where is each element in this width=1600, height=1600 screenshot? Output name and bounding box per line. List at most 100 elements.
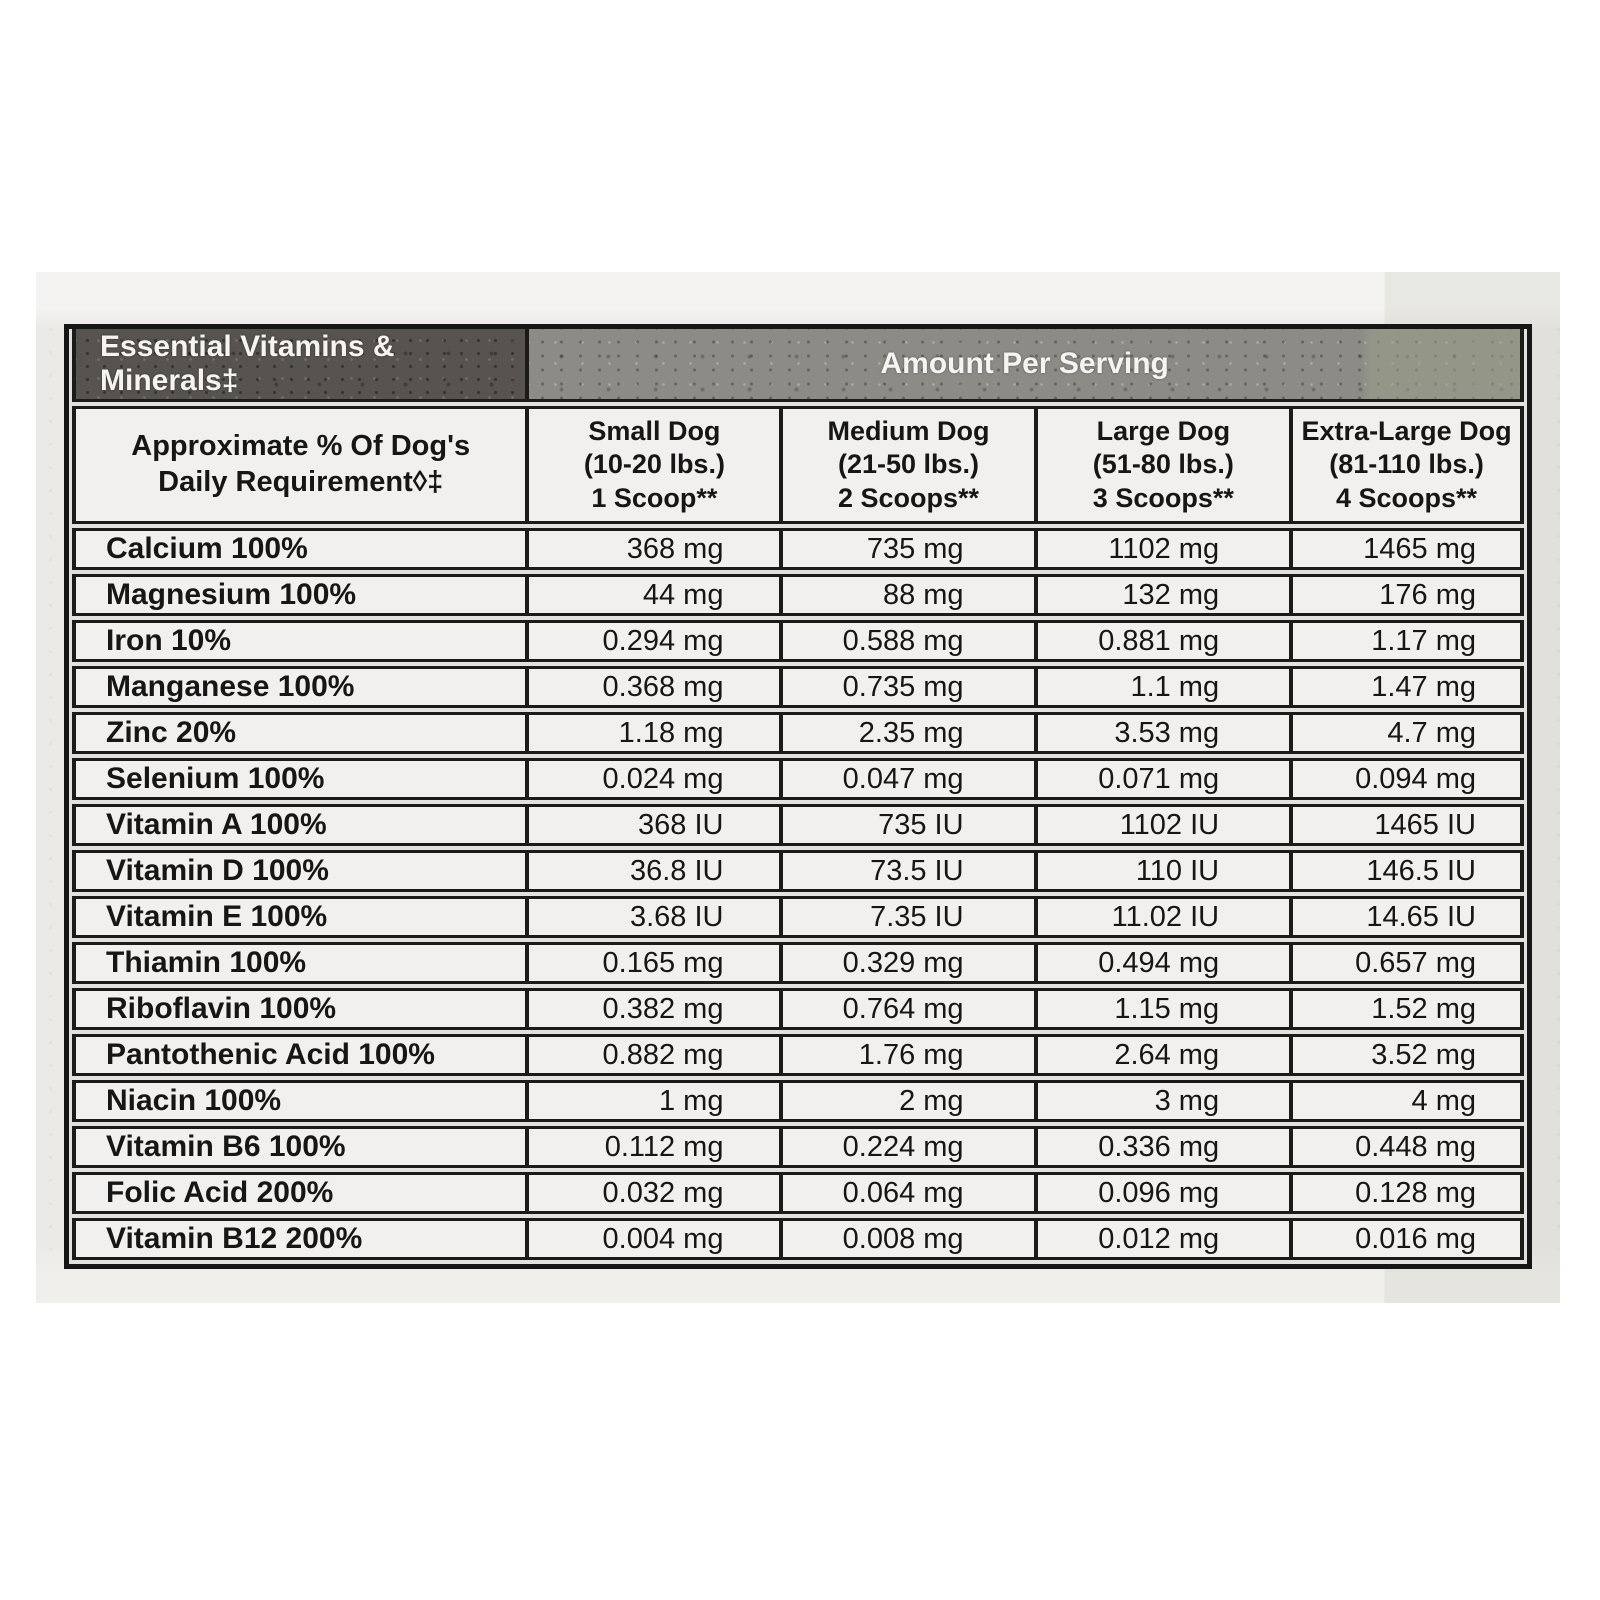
amount-value-cell: 0.016 mg — [1293, 1218, 1524, 1260]
column-header-line: (81-110 lbs.) — [1329, 449, 1484, 480]
nutrient-row: Iron 10% 0.294 mg 0.588 mg 0.881 mg 1.17 mg — [72, 620, 1524, 662]
column-header-line: 4 Scoops** — [1336, 482, 1478, 513]
nutrient-row: Vitamin A 100% 368 IU 735 IU 1102 IU 1465 IU — [72, 804, 1524, 846]
amount-value-cell: 0.448 mg — [1293, 1126, 1524, 1168]
nutrient-row: Calcium 100% 368 mg 735 mg 1102 mg 1465 mg — [72, 528, 1524, 570]
amount-value-cell: 2.35 mg — [783, 712, 1038, 754]
amount-value-cell: 0.735 mg — [783, 666, 1038, 708]
amount-value-cell: 0.024 mg — [529, 758, 784, 800]
amount-value-cell: 110 IU — [1037, 850, 1294, 892]
amount-per-serving-header: Amount Per Serving — [529, 329, 1524, 402]
nutrient-row: Manganese 100% 0.368 mg 0.735 mg 1.1 mg 1.47… — [72, 666, 1524, 708]
nutrient-row: Magnesium 100% 44 mg 88 mg 132 mg 176 mg — [72, 574, 1524, 616]
amount-value-cell: 0.112 mg — [529, 1126, 784, 1168]
nutrient-row: Pantothenic Acid 100% 0.882 mg 1.76 mg 2.64… — [72, 1034, 1524, 1076]
amount-value-cell: 3.52 mg — [1293, 1034, 1524, 1076]
column-header-line: Large Dog — [1096, 415, 1231, 446]
nutrient-label-cell: Vitamin B6 100% — [72, 1126, 530, 1168]
vitamins-minerals-table: Essential Vitamins & Minerals‡ Amount Pe… — [72, 325, 1524, 1264]
nutrient-row: Thiamin 100% 0.165 mg 0.329 mg 0.494 mg 0.65… — [72, 942, 1524, 984]
amount-value-cell: 0.032 mg — [529, 1172, 784, 1214]
nutrient-row: Riboflavin 100% 0.382 mg 0.764 mg 1.15 mg 1.… — [72, 988, 1524, 1030]
nutrient-label-cell: Vitamin A 100% — [72, 804, 530, 846]
column-header-line: 2 Scoops** — [837, 482, 980, 513]
amount-value-cell: 132 mg — [1037, 574, 1294, 616]
amount-value-cell: 0.012 mg — [1037, 1218, 1294, 1260]
nutrient-label-cell: Zinc 20% — [72, 712, 530, 754]
amount-value-cell: 1.18 mg — [529, 712, 784, 754]
amount-value-cell: 0.336 mg — [1037, 1126, 1294, 1168]
amount-value-cell: 0.064 mg — [783, 1172, 1038, 1214]
amount-value-cell: 0.329 mg — [783, 942, 1038, 984]
amount-value-cell: 3.68 IU — [529, 896, 784, 938]
nutrient-row: Vitamin D 100% 36.8 IU 73.5 IU 110 IU 146.5 … — [72, 850, 1524, 892]
column-header-line: 3 Scoops** — [1092, 482, 1234, 513]
nutrient-label-cell: Vitamin E 100% — [72, 896, 530, 938]
nutrient-label-cell: Selenium 100% — [72, 758, 530, 800]
nutrient-label-cell: Pantothenic Acid 100% — [72, 1034, 530, 1076]
nutrient-row: Vitamin B6 100% 0.112 mg 0.224 mg 0.336 mg 0… — [72, 1126, 1524, 1168]
amount-value-cell: 176 mg — [1293, 574, 1524, 616]
nutrient-row: Zinc 20% 1.18 mg 2.35 mg 3.53 mg 4.7 mg — [72, 712, 1524, 754]
amount-value-cell: 0.657 mg — [1293, 942, 1524, 984]
column-header-line: (10-20 lbs.) — [583, 449, 725, 480]
amount-value-cell: 0.224 mg — [783, 1126, 1038, 1168]
amount-value-cell: 4 mg — [1293, 1080, 1524, 1122]
nutrient-label-cell: Calcium 100% — [72, 528, 530, 570]
amount-value-cell: 1.76 mg — [783, 1034, 1038, 1076]
amount-value-cell: 1.52 mg — [1293, 988, 1524, 1030]
nutrient-row: Niacin 100% 1 mg 2 mg 3 mg 4 mg — [72, 1080, 1524, 1122]
amount-value-cell: 2 mg — [783, 1080, 1038, 1122]
amount-value-cell: 1.47 mg — [1293, 666, 1524, 708]
amount-value-cell: 2.64 mg — [1037, 1034, 1294, 1076]
amount-value-cell: 0.382 mg — [529, 988, 784, 1030]
amount-value-cell: 0.094 mg — [1293, 758, 1524, 800]
column-header-line: Approximate % Of Dog's — [131, 430, 471, 463]
amount-value-cell: 0.128 mg — [1293, 1172, 1524, 1214]
amount-value-cell: 44 mg — [529, 574, 784, 616]
nutrient-label-cell: Niacin 100% — [72, 1080, 530, 1122]
amount-value-cell: 368 mg — [529, 528, 784, 570]
column-header-line: (21-50 lbs.) — [837, 449, 980, 480]
nutrient-label-cell: Manganese 100% — [72, 666, 530, 708]
column-header-line: Daily Requirement◊‡ — [158, 466, 444, 498]
amount-value-cell: 0.494 mg — [1037, 942, 1294, 984]
amount-value-cell: 735 IU — [783, 804, 1038, 846]
amount-value-cell: 3.53 mg — [1037, 712, 1294, 754]
label-photo-area: Essential Vitamins & Minerals‡ Amount Pe… — [36, 272, 1560, 1303]
amount-value-cell: 735 mg — [783, 528, 1038, 570]
amount-value-cell: 0.008 mg — [783, 1218, 1038, 1260]
amount-value-cell: 1.17 mg — [1293, 620, 1524, 662]
nutrient-row: Folic Acid 200% 0.032 mg 0.064 mg 0.096 mg 0… — [72, 1172, 1524, 1214]
nutrient-label-cell: Riboflavin 100% — [72, 988, 530, 1030]
nutrient-label-cell: Folic Acid 200% — [72, 1172, 530, 1214]
amount-value-cell: 1465 mg — [1293, 528, 1524, 570]
column-header-line: 1 Scoop** — [591, 482, 718, 513]
amount-value-cell: 73.5 IU — [783, 850, 1038, 892]
nutrient-row: Selenium 100% 0.024 mg 0.047 mg 0.071 mg 0.0… — [72, 758, 1524, 800]
column-header-line: Medium Dog — [827, 415, 990, 446]
nutrient-label-cell: Iron 10% — [72, 620, 530, 662]
nutrient-label-cell: Thiamin 100% — [72, 942, 530, 984]
amount-value-cell: 88 mg — [783, 574, 1038, 616]
amount-value-cell: 368 IU — [529, 804, 784, 846]
column-header-requirement: Approximate % Of Dog's Daily Requirement◊… — [72, 406, 530, 524]
column-header-line: Small Dog — [588, 415, 721, 446]
nutrient-label-cell: Vitamin D 100% — [72, 850, 530, 892]
amount-value-cell: 0.165 mg — [529, 942, 784, 984]
amount-value-cell: 7.35 IU — [783, 896, 1038, 938]
amount-value-cell: 1465 IU — [1293, 804, 1524, 846]
column-header-line: Extra-Large Dog — [1301, 415, 1512, 446]
amount-value-cell: 0.588 mg — [783, 620, 1038, 662]
nutrition-table: Essential Vitamins & Minerals‡ Amount Pe… — [64, 324, 1532, 1269]
amount-value-cell: 36.8 IU — [529, 850, 784, 892]
amount-value-cell: 0.096 mg — [1037, 1172, 1294, 1214]
amount-value-cell: 146.5 IU — [1293, 850, 1524, 892]
amount-value-cell: 0.368 mg — [529, 666, 784, 708]
amount-value-cell: 1.15 mg — [1037, 988, 1294, 1030]
column-header-dog-size-4: Extra-Large Dog (81-110 lbs.) 4 Scoops** — [1293, 406, 1524, 524]
amount-value-cell: 0.004 mg — [529, 1218, 784, 1260]
amount-value-cell: 0.047 mg — [783, 758, 1038, 800]
amount-value-cell: 1.1 mg — [1037, 666, 1294, 708]
